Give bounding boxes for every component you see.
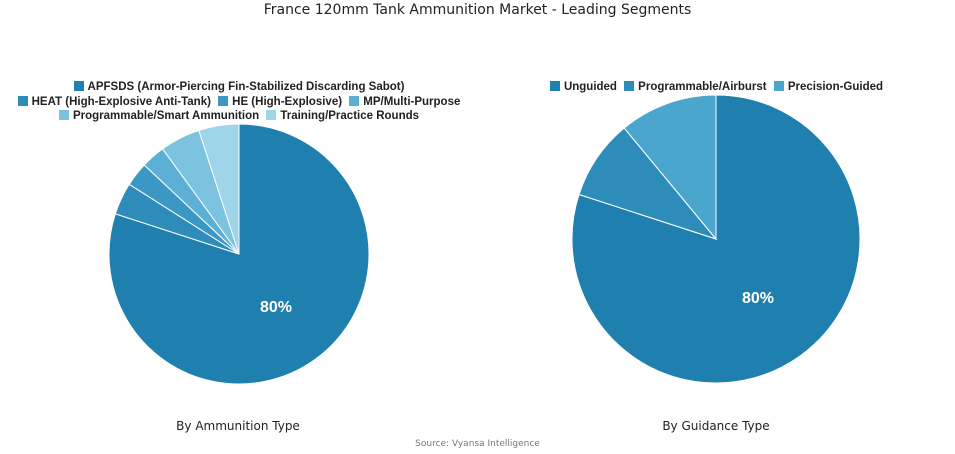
- legend-swatch: [773, 81, 784, 91]
- pie-slice-2: [623, 94, 717, 241]
- legend-item: APFSDS (Armor-Piercing Fin-Stabilized Di…: [73, 80, 405, 95]
- legend-label: Unguided: [563, 81, 617, 93]
- legend-label: Training/Practice Rounds: [280, 110, 420, 122]
- legend-label: HE (High-Explosive): [232, 95, 343, 108]
- legend-item: MP/Multi-Purpose: [349, 95, 460, 110]
- legend-item: HEAT (High-Explosive Anti-Tank): [17, 95, 211, 110]
- legend-swatch: [218, 95, 229, 106]
- legend-ammunition-type: APFSDS (Armor-Piercing Fin-Stabilized Di…: [0, 80, 478, 124]
- slice-percent-label: 80%: [742, 290, 774, 307]
- legend-guidance-type: Unguided Programmable/Airburst Precision…: [478, 80, 955, 95]
- legend-item: HE (High-Explosive): [218, 95, 342, 110]
- legend-swatch: [266, 110, 277, 120]
- legend-item: Programmable/Smart Ammunition: [58, 109, 260, 124]
- pie-slice-1: [578, 127, 718, 241]
- legend-swatch: [624, 81, 635, 91]
- slice-percent-label: 80%: [260, 299, 292, 316]
- pie-chart-guidance-type: 80%: [571, 94, 861, 384]
- source-note: Source: Vyansa Intelligence: [415, 439, 540, 449]
- caption-guidance-type: By Guidance Type: [662, 419, 770, 433]
- legend-label: Programmable/Smart Ammunition: [72, 110, 260, 122]
- pie-chart-ammunition-type: 80%: [108, 123, 370, 385]
- legend-item: Precision-Guided: [773, 80, 884, 95]
- legend-swatch: [17, 95, 28, 106]
- legend-swatch: [349, 95, 360, 106]
- legend-swatch: [549, 81, 560, 91]
- legend-swatch: [73, 81, 84, 91]
- legend-item: Unguided: [549, 80, 617, 95]
- caption-ammunition-type: By Ammunition Type: [176, 419, 300, 433]
- legend-item: Training/Practice Rounds: [266, 109, 419, 124]
- pie-slice-5: [198, 123, 240, 255]
- legend-item: Programmable/Airburst: [624, 80, 767, 95]
- legend-label: APFSDS (Armor-Piercing Fin-Stabilized Di…: [87, 81, 405, 93]
- legend-swatch: [58, 110, 69, 120]
- legend-label: Precision-Guided: [787, 81, 884, 93]
- legend-label: MP/Multi-Purpose: [363, 95, 461, 108]
- chart-title: France 120mm Tank Ammunition Market - Le…: [263, 2, 692, 18]
- legend-label: Programmable/Airburst: [638, 81, 767, 93]
- legend-label: HEAT (High-Explosive Anti-Tank): [31, 95, 211, 108]
